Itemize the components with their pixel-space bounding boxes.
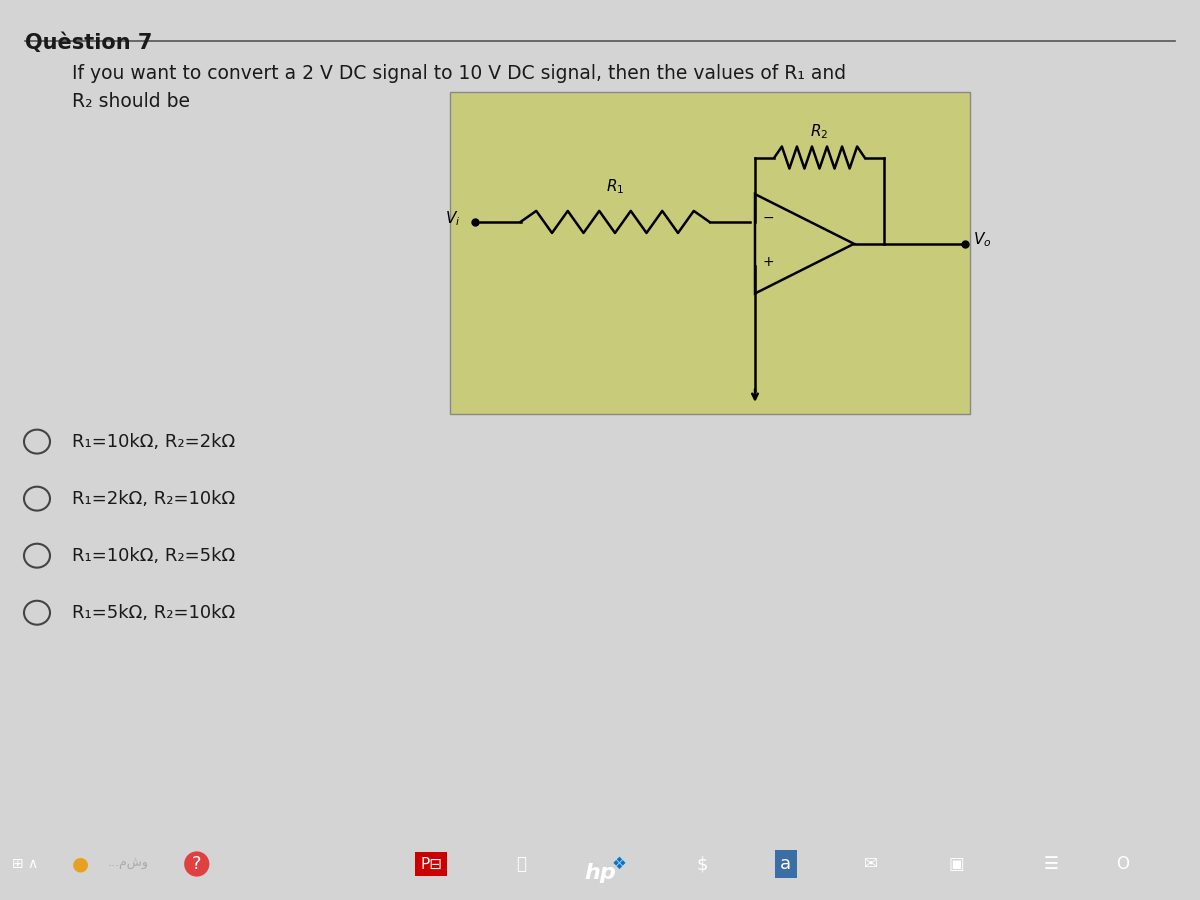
Text: R₁=5kΩ, R₂=10kΩ: R₁=5kΩ, R₂=10kΩ [72, 604, 235, 622]
Text: ▣: ▣ [948, 855, 964, 873]
Text: ❖: ❖ [612, 855, 626, 873]
Text: O: O [1116, 855, 1129, 873]
Text: $: $ [696, 855, 708, 873]
Text: P⊟: P⊟ [420, 857, 442, 871]
Text: ☰: ☰ [1044, 855, 1058, 873]
Text: +: + [763, 255, 775, 269]
Text: ✉: ✉ [864, 855, 878, 873]
Text: $V_o$: $V_o$ [973, 230, 991, 249]
Text: R₁=10kΩ, R₂=5kΩ: R₁=10kΩ, R₂=5kΩ [72, 546, 235, 564]
Text: a: a [780, 855, 791, 873]
Text: 🌐: 🌐 [516, 855, 526, 873]
Text: ●: ● [72, 854, 89, 874]
Text: ...مشو: ...مشو [108, 858, 149, 870]
FancyBboxPatch shape [450, 92, 970, 414]
Text: −: − [763, 212, 775, 225]
Text: R₁=10kΩ, R₂=2kΩ: R₁=10kΩ, R₂=2kΩ [72, 433, 235, 451]
Text: hp: hp [584, 863, 616, 883]
Text: R₁=2kΩ, R₂=10kΩ: R₁=2kΩ, R₂=10kΩ [72, 490, 235, 508]
Text: $R_2$: $R_2$ [810, 122, 829, 141]
Text: ⊞ ∧: ⊞ ∧ [12, 857, 38, 871]
Text: ?: ? [192, 855, 202, 873]
Text: $V_i$: $V_i$ [445, 209, 460, 228]
Text: If you want to convert a 2 V DC signal to 10 V DC signal, then the values of R₁ : If you want to convert a 2 V DC signal t… [72, 65, 846, 112]
Text: Quèstion 7: Quèstion 7 [25, 32, 152, 53]
Text: $R_1$: $R_1$ [606, 177, 624, 196]
